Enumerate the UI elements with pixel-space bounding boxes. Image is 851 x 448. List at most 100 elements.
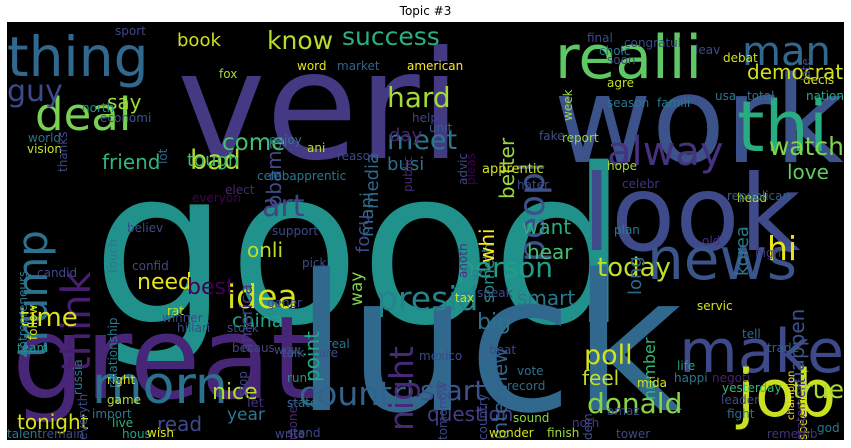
word-thing: thing [7, 25, 149, 89]
word-live: live [112, 416, 134, 430]
word-hope: hope [607, 159, 637, 173]
word-smart: smart [517, 286, 576, 310]
word-noth: noth [572, 416, 600, 430]
word-wow: wow [274, 343, 301, 357]
word-news: news [647, 225, 798, 293]
word-success: success [342, 22, 440, 51]
word-season: season [607, 96, 650, 110]
word-meet: meet [387, 125, 458, 156]
word-fake: fake [539, 129, 565, 143]
word-advic: advic [456, 152, 470, 185]
word-true: true [792, 375, 844, 404]
word-say: say [107, 90, 142, 114]
word-state: state [287, 396, 318, 410]
word-servic: servic [697, 299, 733, 313]
word-old: old [702, 234, 721, 248]
word-night: night [382, 346, 421, 431]
word-guy: guy [7, 74, 63, 109]
word-enjoy: enjoy [269, 133, 302, 147]
word-soon: soon [607, 53, 636, 67]
word-book: book [177, 30, 221, 51]
word-mexico: mexico [419, 349, 463, 363]
word-wish: wish [147, 426, 175, 440]
word-touch: touch [106, 239, 120, 273]
word-run: run [287, 371, 308, 385]
word-way: way [347, 271, 367, 306]
word-gener: gener [267, 296, 302, 310]
word-negoti: negoti [712, 371, 750, 385]
word-tomorrow: tomorrow [436, 382, 450, 440]
word-remain: remain [42, 427, 85, 440]
word-yesterday: yesterday [722, 381, 782, 395]
word-long: long [625, 256, 646, 296]
word-tell: tell [742, 327, 761, 341]
word-work: work [553, 52, 844, 191]
word-anoth: anoth [456, 243, 470, 278]
word-ani: ani [307, 141, 326, 155]
word-right: right [107, 373, 136, 387]
word-need: need [137, 270, 192, 295]
word-agre: agre [607, 76, 635, 90]
word-celebapprentic: celebapprentic [257, 169, 347, 183]
word-total: total [747, 89, 775, 103]
word-good: good [92, 122, 629, 373]
word-whi: whi [475, 228, 499, 263]
word-choic: choic [599, 44, 631, 58]
word-wonder: wonder [489, 426, 534, 440]
word-congratul: congratul [624, 36, 682, 50]
word-hear: hear [527, 240, 573, 264]
word-stop: stop [236, 370, 250, 397]
word-democrat: democrat [747, 60, 844, 84]
word-make: make [679, 317, 844, 387]
word-let: let [247, 396, 264, 411]
word-happi: happi [674, 371, 708, 385]
word-care: care [312, 346, 339, 360]
word-presid: presid [377, 279, 479, 318]
word-leader: leader [721, 393, 760, 407]
word-elect: elect [225, 183, 255, 197]
word-economi: economi [100, 111, 152, 125]
word-deal: deal [35, 88, 132, 141]
word-donald: donald [587, 387, 683, 420]
word-lot: lot [156, 148, 170, 164]
word-sport: sport [115, 24, 146, 38]
word-come: come [222, 130, 286, 156]
word-russia: russia [71, 359, 85, 396]
word-talent: talent [7, 427, 43, 440]
word-trade: trade [767, 341, 799, 355]
word-write: write [275, 427, 306, 440]
word-real: real [327, 337, 350, 351]
word-busi: busi [387, 154, 425, 175]
word-feel: feel [582, 366, 620, 390]
word-big: big [477, 310, 512, 335]
word-luck: luck [295, 234, 683, 440]
word-best: best [187, 275, 235, 300]
word-world: world [28, 131, 62, 145]
word-cloud: good luck veri work great look realli thing deal… [7, 22, 844, 440]
word-unit: unit [429, 121, 453, 135]
word-morn: morn [92, 356, 228, 416]
word-nation: nation [806, 89, 844, 103]
word-time: time [19, 303, 78, 333]
word-countri: countri [299, 374, 415, 413]
word-alway: alway [607, 129, 724, 175]
word-head: head [737, 191, 767, 205]
word-thi: thi [737, 86, 829, 168]
word-tax: tax [455, 291, 475, 305]
word-stock: stock [227, 321, 259, 335]
word-word: word [297, 59, 327, 73]
word-rememb: rememb [767, 427, 818, 440]
word-reason: reason [337, 149, 378, 163]
word-record: record [507, 379, 546, 393]
word-game: game [107, 393, 142, 407]
word-know: know [267, 26, 334, 55]
plot-title: Topic #3 [399, 4, 452, 18]
word-market: market [337, 59, 380, 73]
word-debat: debat [723, 51, 758, 65]
word-hi: hi [767, 229, 798, 268]
word-decis: decis [803, 73, 835, 87]
word-famili: famili [657, 96, 691, 110]
word-hillari: hillari [177, 321, 211, 335]
word-public: public [401, 156, 415, 193]
word-year: year [227, 405, 265, 425]
